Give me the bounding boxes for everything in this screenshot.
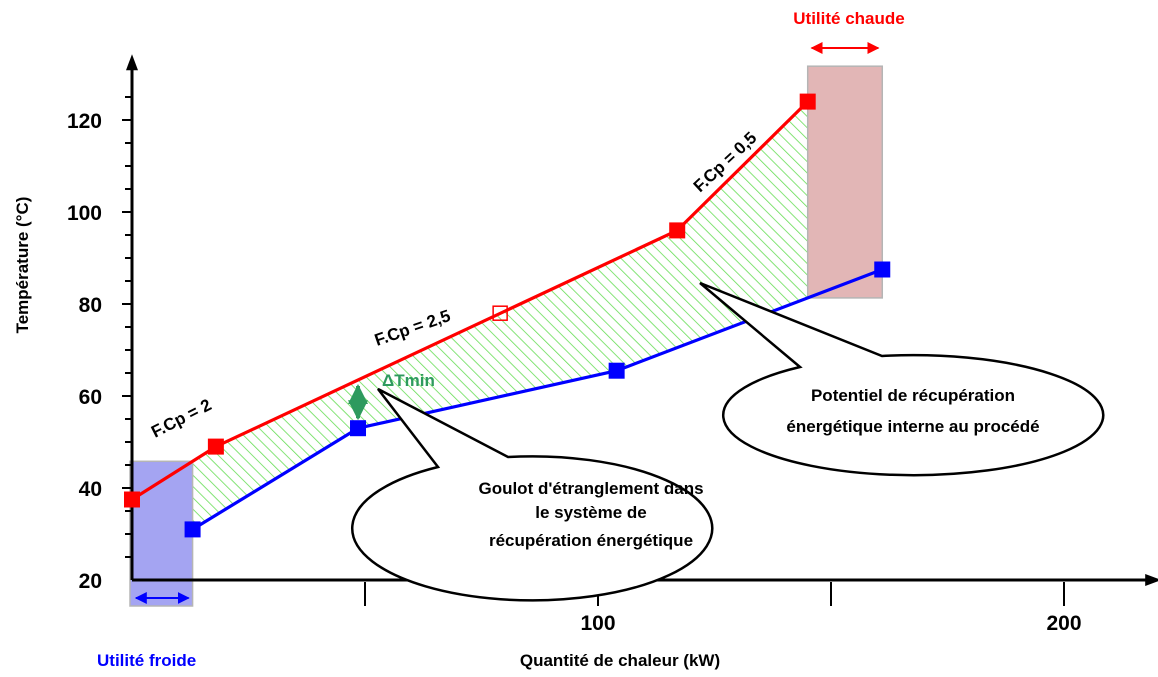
y-tick-label: 20 [79, 570, 102, 593]
y-tick-label: 80 [79, 294, 102, 317]
cold-utility-label: Utilité froide [97, 651, 196, 670]
x-tick-label: 200 [1046, 612, 1081, 635]
x-axis-arrowhead [1145, 574, 1158, 586]
y-ticks: 20 40 60 80 100 120 [67, 96, 132, 593]
bubble-goulot-shape [351, 387, 714, 602]
bubble-potentiel-shape [699, 281, 1105, 477]
heat-recovery-hatch-region [192, 101, 808, 530]
dtmin-label: ΔTmin [382, 371, 435, 390]
y-tick-label: 60 [79, 386, 102, 409]
cold-composite-curve-marker [874, 261, 891, 278]
cold-composite-curve-marker [184, 521, 201, 538]
cold-composite-curve-marker [350, 420, 367, 437]
cold-utility-region [129, 460, 194, 607]
bubble-potentiel-line-2: énergétique interne au procédé [786, 417, 1039, 436]
bubble-potentiel: Potentiel de récupération énergétique in… [699, 281, 1105, 477]
x-tick-label: 100 [580, 612, 615, 635]
bubble-goulot-line-2: le système de [535, 503, 647, 522]
hot-composite-curve [131, 100, 809, 501]
cold-composite-curve-marker [608, 362, 625, 379]
hot-composite-curve-marker [669, 222, 686, 239]
y-tick-label: 120 [67, 110, 102, 133]
hot-composite-curve-marker [124, 491, 140, 508]
y-axis-title: Température (°C) [13, 197, 32, 334]
y-tick-label: 40 [79, 478, 102, 501]
hot-utility-region [806, 65, 884, 299]
hot-utility-label: Utilité chaude [793, 9, 904, 28]
bubble-goulot-line-3: récupération énergétique [489, 531, 693, 550]
hot-composite-curve-marker [207, 438, 224, 455]
bubble-goulot: Goulot d'étranglement dans le système de… [351, 387, 714, 602]
fcp-label-2: F.Cp = 2 [148, 395, 214, 441]
x-axis-title: Quantité de chaleur (kW) [520, 651, 720, 670]
y-tick-label: 100 [67, 202, 102, 225]
hot-composite-curve-open-marker [492, 305, 508, 321]
bubble-potentiel-line-1: Potentiel de récupération [811, 386, 1015, 405]
y-axis-arrowhead [126, 54, 138, 71]
bubble-goulot-line-1: Goulot d'étranglement dans [478, 479, 703, 498]
hot-composite-curve-marker [799, 93, 816, 110]
